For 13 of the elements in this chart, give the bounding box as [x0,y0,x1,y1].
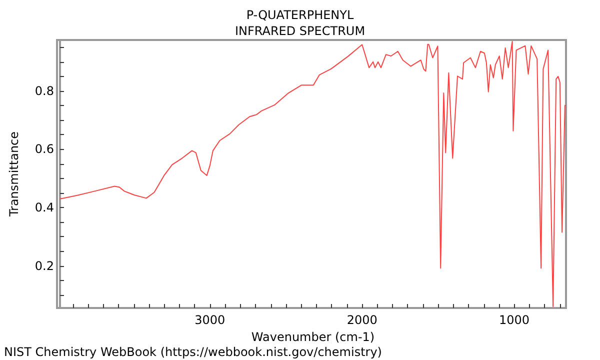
chart-title: P-QUATERPHENYL [246,8,354,22]
x-tick-label: 2000 [346,313,378,327]
x-axis-title: Wavenumber (cm-1) [251,330,375,344]
x-tick-label: 3000 [194,313,226,327]
line-series [60,40,566,308]
y-tick-label: 0.4 [34,200,54,214]
y-tick-label: 0.2 [34,258,54,273]
y-tick-label: 0.6 [34,142,54,156]
y-tick-label: 0.8 [34,84,54,98]
y-axis-title: Transmittance [7,131,21,218]
x-tick-label: 1000 [498,313,530,327]
text: NIST Chemistry WebBook (https://webbook.nist.gov/chemistry) [4,345,382,359]
chart-subtitle: INFRARED SPECTRUM [234,24,366,38]
